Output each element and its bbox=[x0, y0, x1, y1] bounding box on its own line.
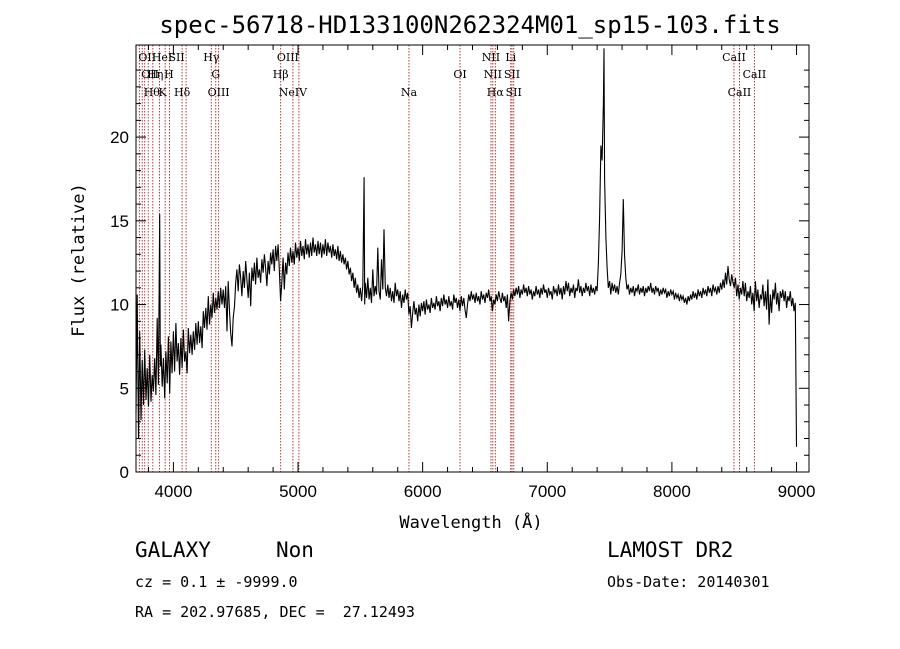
line-label-17: OI bbox=[453, 68, 466, 81]
plot-frame bbox=[135, 44, 810, 473]
y-tick-label: 20 bbox=[110, 128, 129, 147]
x-tick-label: 6000 bbox=[404, 482, 442, 501]
y-tick-label: 10 bbox=[110, 296, 129, 315]
line-label-23: SII bbox=[506, 86, 522, 99]
y-axis-label: Flux (relative) bbox=[69, 183, 89, 337]
line-label-3: Hη bbox=[147, 68, 163, 81]
x-tick-label: 9000 bbox=[778, 482, 816, 501]
y-tick-label: 0 bbox=[120, 463, 129, 482]
line-label-22: SII bbox=[504, 68, 520, 81]
x-tick-label: 8000 bbox=[653, 482, 691, 501]
line-label-12: OIII bbox=[208, 86, 230, 99]
line-label-24: CaII bbox=[722, 51, 746, 64]
line-label-25: CaII bbox=[728, 86, 752, 99]
line-label-13: Hβ bbox=[273, 68, 289, 81]
line-label-16: Na bbox=[401, 86, 418, 99]
chart-title: spec-56718-HD133100N262324M01_sp15-103.f… bbox=[159, 11, 780, 39]
obs-date: Obs-Date: 20140301 bbox=[607, 573, 770, 591]
line-label-6: H bbox=[164, 68, 174, 81]
line-label-2: Hθ bbox=[144, 86, 161, 99]
line-label-5: K bbox=[159, 86, 168, 99]
coordinates: RA = 202.97685, DEC = 27.12493 bbox=[135, 603, 415, 621]
line-label-19: NII bbox=[484, 68, 502, 81]
x-tick-label: 4000 bbox=[154, 482, 192, 501]
line-label-15: OIII bbox=[277, 51, 299, 64]
line-label-11: G bbox=[211, 68, 220, 81]
line-labels: OII OII Hθ Hη HeI KH SII Hδ Hγ G OIII Hβ NeIV OIII Na O… bbox=[138, 51, 766, 99]
line-label-8: Hδ bbox=[174, 86, 191, 99]
object-subclass: Non bbox=[276, 538, 314, 562]
axis-ticks: 4000 5000 6000 7000 8000 9000 0 5 10 15 20 bbox=[110, 45, 815, 501]
object-class: GALAXY bbox=[135, 538, 211, 562]
line-label-4: HeI bbox=[152, 51, 172, 64]
x-tick-label: 7000 bbox=[528, 482, 566, 501]
x-axis-label: Wavelength (Å) bbox=[399, 511, 542, 533]
y-tick-label: 5 bbox=[120, 379, 129, 398]
spectrum-series bbox=[135, 48, 798, 447]
line-label-26: CaII bbox=[743, 68, 767, 81]
line-label-1: OII bbox=[141, 68, 159, 81]
line-label-18: NII bbox=[482, 51, 500, 64]
y-tick-label: 15 bbox=[110, 212, 129, 231]
line-label-21: Li bbox=[505, 51, 516, 64]
line-label-20: Hα bbox=[487, 86, 505, 99]
line-markers bbox=[138, 45, 755, 472]
line-label-7: SII bbox=[169, 51, 185, 64]
line-label-10: Hγ bbox=[203, 51, 220, 64]
x-tick-label: 5000 bbox=[279, 482, 317, 501]
line-label-14: NeIV bbox=[279, 86, 308, 99]
survey-name: LAMOST DR2 bbox=[607, 538, 734, 562]
line-label-0: OII bbox=[138, 51, 156, 64]
redshift-readout: cz = 0.1 ± -9999.0 bbox=[135, 573, 298, 591]
